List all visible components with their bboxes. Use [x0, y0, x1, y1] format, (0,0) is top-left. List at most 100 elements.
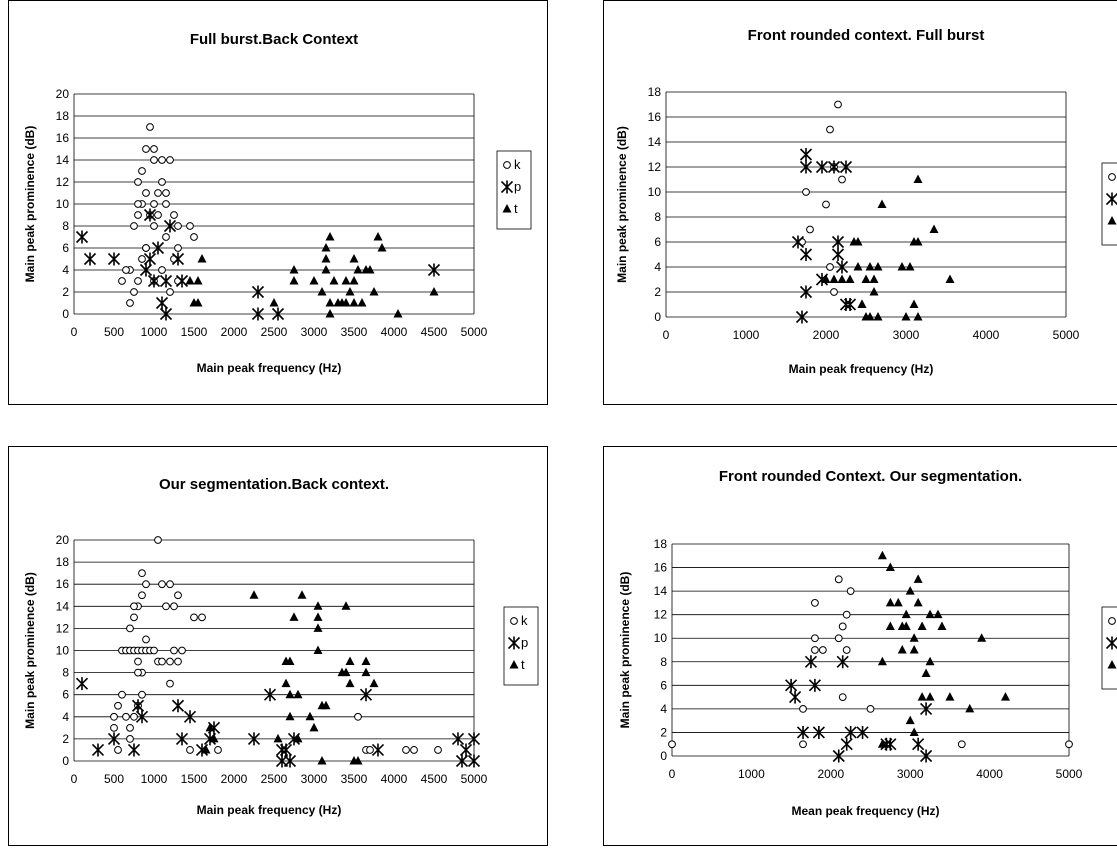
data-point-t — [314, 623, 323, 632]
data-point-k — [151, 223, 158, 230]
y-tick-label: 14 — [654, 584, 668, 598]
y-tick-label: 10 — [648, 185, 662, 199]
data-point-t — [914, 312, 923, 321]
x-tick-label: 1500 — [181, 325, 208, 339]
data-point-k — [867, 705, 874, 712]
data-point-k — [800, 705, 807, 712]
series-t — [822, 175, 955, 321]
y-tick-label: 16 — [654, 561, 668, 575]
data-point-p — [129, 743, 140, 756]
y-tick-label: 10 — [56, 197, 70, 211]
data-point-t — [886, 598, 895, 607]
data-point-k — [151, 157, 158, 164]
data-point-k — [139, 256, 146, 263]
data-point-t — [370, 287, 379, 296]
data-point-k — [175, 245, 182, 252]
legend-label-t: t — [521, 657, 525, 672]
y-tick-label: 12 — [56, 175, 70, 189]
data-point-k — [143, 146, 150, 153]
data-point-k — [191, 614, 198, 621]
data-point-t — [326, 309, 335, 318]
data-point-t — [350, 298, 359, 307]
y-tick-label: 20 — [56, 87, 70, 101]
data-point-p — [93, 743, 104, 756]
data-point-k — [167, 680, 174, 687]
x-tick-label: 500 — [104, 325, 124, 339]
data-point-k — [839, 694, 846, 701]
data-point-k — [127, 625, 134, 632]
y-tick-label: 6 — [62, 688, 69, 702]
data-point-t — [374, 232, 383, 241]
data-point-t — [314, 612, 323, 621]
y-tick-label: 12 — [654, 608, 668, 622]
data-point-t — [910, 645, 919, 654]
data-point-t — [878, 551, 887, 560]
data-point-t — [370, 679, 379, 688]
chart-title: Front rounded context. Full burst — [748, 27, 985, 44]
y-tick-label: 4 — [62, 710, 69, 724]
data-point-k — [819, 647, 826, 654]
data-point-t — [342, 601, 351, 610]
data-point-t — [362, 657, 371, 666]
data-point-t — [194, 276, 203, 285]
y-tick-label: 12 — [648, 160, 662, 174]
data-point-t — [965, 704, 974, 713]
data-point-t — [286, 712, 295, 721]
y-axis-label: Main peak prominence (dB) — [23, 572, 37, 729]
data-point-t — [846, 275, 855, 284]
legend-marker-k — [1109, 618, 1116, 625]
data-point-k — [159, 179, 166, 186]
data-point-k — [179, 647, 186, 654]
x-tick-label: 1000 — [141, 325, 168, 339]
data-point-k — [127, 300, 134, 307]
data-point-t — [886, 621, 895, 630]
data-point-t — [394, 309, 403, 318]
data-point-k — [135, 179, 142, 186]
x-tick-label: 2000 — [221, 772, 248, 786]
data-point-t — [918, 692, 927, 701]
x-tick-label: 3000 — [897, 767, 924, 781]
data-point-t — [914, 574, 923, 583]
legend-label-t: t — [514, 201, 518, 216]
data-point-k — [123, 267, 130, 274]
data-point-k — [167, 581, 174, 588]
data-point-k — [143, 190, 150, 197]
data-point-k — [143, 581, 150, 588]
data-point-t — [902, 610, 911, 619]
data-point-k — [127, 736, 134, 743]
data-point-k — [199, 614, 206, 621]
data-point-t — [294, 690, 303, 699]
y-tick-label: 2 — [62, 285, 69, 299]
x-tick-label: 5000 — [461, 772, 488, 786]
data-point-t — [926, 692, 935, 701]
data-point-t — [854, 262, 863, 271]
y-tick-label: 2 — [660, 725, 667, 739]
y-tick-label: 8 — [654, 210, 661, 224]
data-point-k — [163, 603, 170, 610]
data-point-k — [135, 278, 142, 285]
y-tick-label: 4 — [62, 263, 69, 277]
x-tick-label: 2500 — [261, 772, 288, 786]
data-point-t — [346, 287, 355, 296]
data-point-t — [874, 312, 883, 321]
data-point-k — [151, 647, 158, 654]
data-point-t — [894, 598, 903, 607]
data-point-t — [378, 243, 387, 252]
data-point-p — [801, 148, 812, 161]
data-point-k — [155, 190, 162, 197]
data-point-k — [131, 614, 138, 621]
data-point-k — [367, 747, 374, 754]
data-point-t — [290, 265, 299, 274]
y-tick-label: 4 — [654, 260, 661, 274]
data-point-t — [898, 262, 907, 271]
data-point-k — [159, 581, 166, 588]
legend-marker-k — [1109, 174, 1116, 181]
x-tick-label: 3000 — [301, 325, 328, 339]
data-point-t — [358, 298, 367, 307]
data-point-k — [167, 157, 174, 164]
data-point-k — [167, 289, 174, 296]
y-tick-label: 10 — [654, 631, 668, 645]
y-tick-label: 12 — [56, 621, 70, 635]
data-point-k — [355, 713, 362, 720]
